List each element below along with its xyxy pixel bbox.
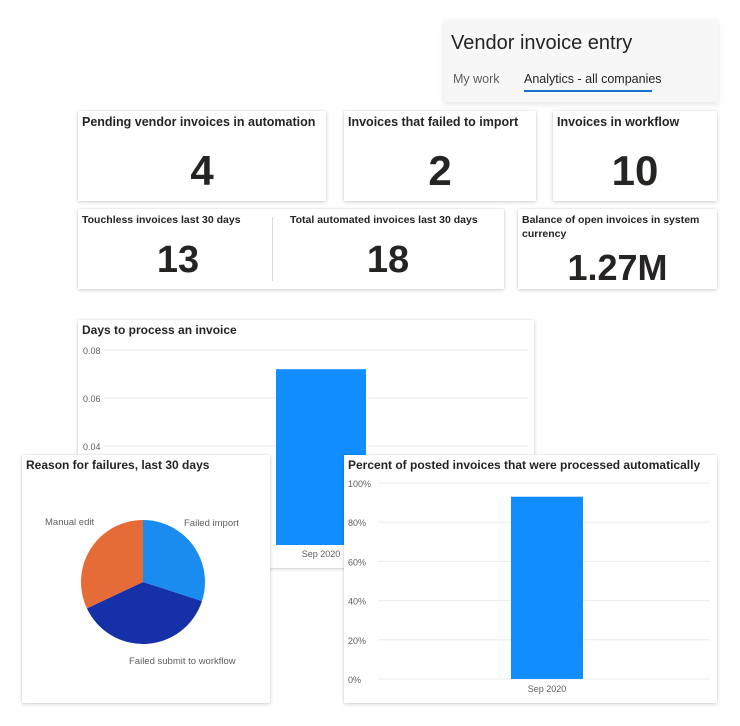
x-tick-label: Sep 2020 — [528, 684, 567, 694]
chart-title: Days to process an invoice — [82, 323, 237, 337]
bar — [511, 496, 583, 679]
y-tick-label: 0% — [348, 675, 361, 685]
y-tick-label: 60% — [348, 557, 366, 567]
y-tick-label: 0.04 — [83, 442, 101, 452]
pie-slice — [80, 520, 143, 609]
pie-label: Failed import — [184, 518, 239, 529]
kpi-card-group-last-30-days: Touchless invoices last 30 days 13 Total… — [78, 209, 504, 289]
kpi-title: Invoices that failed to import — [348, 115, 519, 129]
percent-chart-plot: 100% 80% 60% 40% 20% 0% Sep 2020 — [348, 479, 710, 694]
y-tick-label: 80% — [348, 518, 366, 528]
selected-tab-indicator — [524, 90, 652, 92]
percent-processed-automatically-chart[interactable]: Percent of posted invoices that were pro… — [344, 455, 717, 703]
kpi-card-pending-invoices[interactable]: Pending vendor invoices in automation 4 — [78, 111, 326, 201]
chart-title: Reason for failures, last 30 days — [26, 458, 210, 472]
workspace-header: Vendor invoice entry My work Analytics -… — [444, 20, 718, 102]
tab-my-work[interactable]: My work — [453, 72, 500, 86]
kpi-value-touchless: 13 — [156, 239, 200, 281]
y-tick-label: 100% — [348, 479, 371, 489]
kpi-card-invoices-in-workflow[interactable]: Invoices in workflow 10 — [553, 111, 717, 201]
kpi-value: 1.27M — [567, 247, 668, 288]
kpi-title: Balance of open invoices in system curre… — [522, 214, 700, 240]
pie-slice — [143, 520, 205, 602]
failure-pie-plot: Failed import Failed submit to workflow Ma… — [45, 517, 239, 667]
y-tick-label: 0.06 — [83, 394, 101, 404]
kpi-divider — [272, 217, 273, 281]
kpi-title: Pending vendor invoices in automation — [82, 115, 316, 129]
kpi-title-automated: Total automated invoices last 30 days — [290, 214, 478, 226]
kpi-title: Invoices in workflow — [557, 115, 680, 129]
pie-slice — [86, 582, 202, 644]
y-tick-label: 20% — [348, 636, 366, 646]
kpi-value: 2 — [428, 147, 452, 194]
kpi-value: 10 — [611, 147, 659, 194]
page-title: Vendor invoice entry — [451, 32, 633, 54]
reason-for-failures-chart[interactable]: Reason for failures, last 30 days Failed… — [22, 455, 270, 703]
x-tick-label: Sep 2020 — [302, 549, 341, 559]
y-tick-label: 40% — [348, 597, 366, 607]
tab-analytics-all-companies[interactable]: Analytics - all companies — [524, 72, 662, 86]
kpi-title-touchless: Touchless invoices last 30 days — [82, 214, 241, 226]
chart-title: Percent of posted invoices that were pro… — [348, 458, 701, 472]
kpi-card-open-balance[interactable]: Balance of open invoices in system curre… — [518, 209, 717, 289]
pie-label: Manual edit — [45, 517, 94, 528]
kpi-value: 4 — [190, 147, 214, 194]
kpi-value-automated: 18 — [366, 239, 410, 281]
kpi-card-failed-import[interactable]: Invoices that failed to import 2 — [344, 111, 536, 201]
pie-label: Failed submit to workflow — [129, 656, 236, 667]
y-tick-label: 0.08 — [83, 346, 101, 356]
